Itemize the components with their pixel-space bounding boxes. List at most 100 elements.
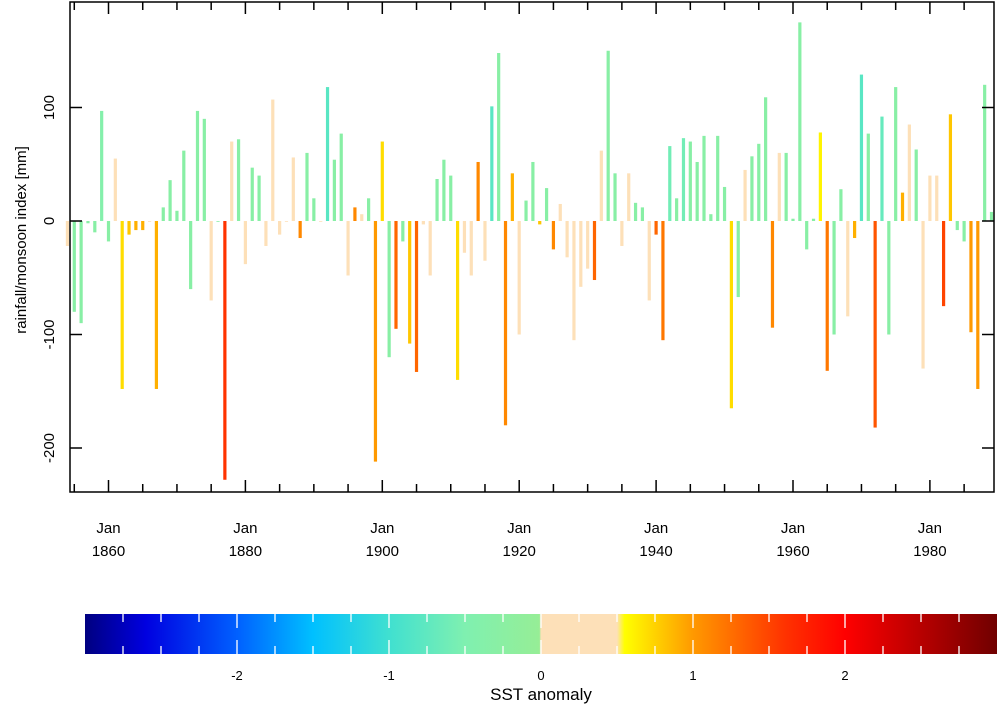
bar-1980 [928,175,932,221]
bar-1934 [613,173,617,221]
bar-1945 [688,141,692,221]
x-tick-label-year: 1940 [639,543,672,560]
bar-1981 [935,175,939,221]
bar-1879 [236,139,241,221]
x-tick-label-month: Jan [781,520,805,537]
bar-1927 [565,221,569,258]
bar-1874 [202,118,206,221]
bar-1926 [558,203,562,221]
bar-1983 [948,114,953,221]
bar-1989 [989,211,994,221]
bar-1861 [113,158,117,221]
bar-1943 [675,198,679,221]
bar-1911 [455,221,460,380]
bar-1909 [442,159,446,221]
bar-1907 [428,221,432,276]
bar-1858 [93,221,97,233]
bar-1893 [332,159,336,221]
bar-1865 [141,221,145,231]
bar-1914 [476,161,480,221]
bar-1906 [421,221,425,225]
x-tick-label-year: 1880 [229,543,262,560]
bar-1963 [811,218,816,221]
plot-frame [69,1,995,493]
bar-1902 [394,221,398,329]
bar-1897 [360,214,364,221]
bar-1891 [319,221,323,222]
bar-1889 [305,152,309,221]
bar-1977 [907,124,911,221]
y-tick-label: 0 [41,217,58,225]
bar-1982 [941,221,946,307]
bar-1923 [538,221,542,225]
bar-1974 [887,221,891,335]
bar-1890 [312,198,316,221]
bar-1948 [709,214,713,221]
bar-1899 [373,221,378,462]
bar-1936 [627,173,631,221]
bar-1929 [579,221,583,287]
bar-1912 [462,221,467,253]
bar-1953 [743,169,747,221]
bar-1885 [278,221,282,235]
bar-1920 [517,221,521,335]
bar-1956 [764,97,768,221]
x-tick-label-year: 1900 [366,543,399,560]
bar-1922 [531,161,535,221]
bar-1988 [983,84,987,221]
bar-1938 [640,207,645,221]
bar-1949 [716,135,720,222]
bar-1855 [72,221,76,312]
bar-1954 [750,156,754,221]
bar-1913 [469,221,473,276]
bar-1901 [387,221,391,358]
bar-1870 [175,210,179,221]
x-tick-label-month: Jan [918,520,942,537]
y-tick-label: 100 [41,95,58,120]
bar-1984 [955,221,959,231]
y-axis-label: rainfall/monsoon index [mm] [13,146,30,334]
bar-1887 [291,157,295,221]
x-tick-label-year: 1960 [776,543,809,560]
bar-1868 [161,207,165,221]
bar-1973 [880,116,884,221]
bar-1904 [408,221,412,344]
bar-1971 [866,133,870,221]
bar-1896 [353,207,357,221]
x-tick-label-year: 1980 [913,543,946,560]
y-axis: -200 -100 0 100 [41,95,994,463]
bar-1875 [209,221,213,301]
bar-1944 [681,138,686,221]
bar-1915 [483,221,487,261]
bar-1898 [367,198,371,221]
bar-1987 [976,221,980,389]
bar-1939 [647,221,651,301]
bar-1975 [894,87,898,221]
bar-1871 [182,150,186,221]
bar-1951 [729,221,733,409]
bar-1937 [633,202,638,221]
y-tick-label: -200 [41,433,58,463]
bar-1862 [120,221,124,389]
bar-1895 [346,221,350,276]
x-tick-label-month: Jan [233,520,257,537]
bar-1955 [757,143,761,221]
bar-1908 [435,179,439,221]
bar-1882 [257,175,261,221]
bar-1867 [154,221,159,389]
bar-1892 [325,87,330,221]
bar-1935 [620,221,624,246]
bar-1876 [216,221,220,222]
bar-1857 [86,221,90,224]
bar-1884 [271,99,275,221]
bar-1854 [65,221,70,246]
bar-1903 [401,221,405,242]
bar-1872 [189,221,193,290]
bars-group [65,22,994,480]
bar-1886 [284,221,289,222]
x-tick-label-month: Jan [507,520,531,537]
bar-1924 [544,188,549,221]
bar-1930 [586,221,590,269]
bar-1942 [668,146,672,221]
